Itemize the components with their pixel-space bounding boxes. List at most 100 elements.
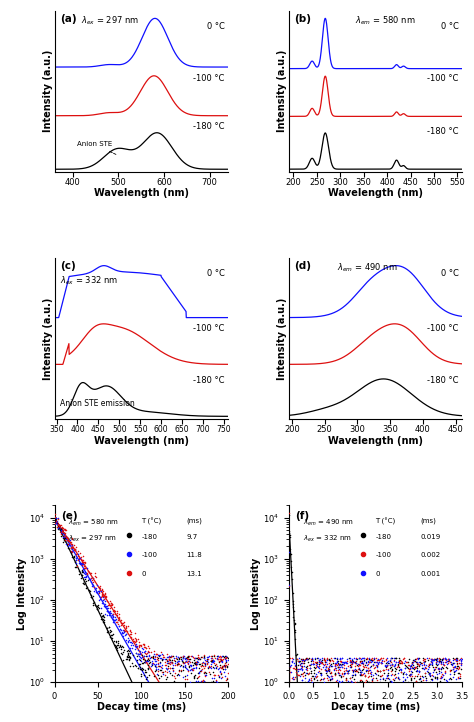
Point xyxy=(117,641,125,653)
Point xyxy=(221,650,228,661)
Point xyxy=(78,558,85,570)
Point xyxy=(69,542,77,554)
Point xyxy=(178,654,186,666)
Point xyxy=(136,639,144,651)
Point xyxy=(210,657,218,669)
Point xyxy=(351,656,358,668)
Point xyxy=(55,521,63,532)
Point xyxy=(115,611,122,622)
Point xyxy=(194,650,202,661)
Text: 13.1: 13.1 xyxy=(186,571,202,577)
Point xyxy=(98,588,105,599)
Point xyxy=(175,664,183,675)
Point xyxy=(452,662,460,674)
Point xyxy=(395,652,402,664)
Point xyxy=(327,652,335,664)
Point xyxy=(455,664,462,675)
Point xyxy=(356,660,364,671)
Point xyxy=(145,653,152,664)
Point xyxy=(286,666,293,678)
Point xyxy=(398,655,405,666)
Text: (c): (c) xyxy=(60,261,75,271)
Point xyxy=(337,656,345,668)
Point xyxy=(154,654,162,666)
Point xyxy=(433,671,441,683)
Point xyxy=(200,656,207,668)
Point xyxy=(184,666,191,677)
Point xyxy=(173,656,181,668)
Point xyxy=(61,525,68,536)
Point xyxy=(294,669,301,681)
Point xyxy=(203,658,210,670)
Point xyxy=(201,657,209,669)
Point xyxy=(288,659,295,671)
Point xyxy=(379,672,387,684)
Point xyxy=(346,656,354,668)
Point xyxy=(71,544,79,555)
Point xyxy=(334,664,342,676)
Point xyxy=(365,656,372,667)
Point xyxy=(331,652,338,664)
Point xyxy=(363,661,370,673)
Point xyxy=(129,635,137,646)
Point xyxy=(428,674,436,685)
Point xyxy=(368,652,376,664)
Point xyxy=(449,663,456,674)
Point xyxy=(113,643,120,654)
Point xyxy=(76,557,84,569)
Point xyxy=(196,653,203,665)
Point xyxy=(54,513,62,525)
Point xyxy=(217,662,225,674)
Point xyxy=(111,614,119,626)
X-axis label: Decay time (ms): Decay time (ms) xyxy=(331,703,420,713)
Point xyxy=(395,667,402,679)
Point xyxy=(106,602,113,614)
Point xyxy=(167,651,175,662)
Point xyxy=(354,658,362,670)
Point xyxy=(342,663,349,674)
Point xyxy=(113,616,121,627)
Point xyxy=(356,666,364,677)
Point xyxy=(122,629,129,640)
Point xyxy=(440,658,447,669)
Point xyxy=(100,589,108,601)
Point xyxy=(188,656,195,668)
Point xyxy=(300,654,308,666)
Point xyxy=(321,658,328,670)
Point xyxy=(205,662,212,674)
Point xyxy=(359,658,366,670)
Point xyxy=(419,674,427,685)
Point xyxy=(215,670,222,682)
Point xyxy=(193,652,201,664)
Point xyxy=(338,656,346,668)
Point xyxy=(199,658,206,669)
Point xyxy=(348,657,356,669)
Point xyxy=(153,661,160,673)
Point xyxy=(123,621,130,632)
Point xyxy=(371,656,378,667)
Point xyxy=(363,656,370,668)
Point xyxy=(324,663,331,674)
Point xyxy=(294,656,302,667)
Point xyxy=(372,668,380,679)
Point xyxy=(342,665,349,677)
Point xyxy=(400,667,407,679)
Point xyxy=(103,627,111,638)
Point xyxy=(185,655,193,666)
Point xyxy=(414,653,422,664)
Point xyxy=(79,569,86,580)
Point xyxy=(436,663,443,674)
Point xyxy=(101,595,109,606)
Point xyxy=(320,671,328,683)
Point xyxy=(198,676,205,687)
Point xyxy=(207,658,215,670)
Point xyxy=(107,607,114,619)
Point xyxy=(134,633,142,645)
Point xyxy=(122,653,129,665)
Point xyxy=(324,665,331,677)
Point xyxy=(308,654,316,666)
Point xyxy=(390,655,398,666)
Point xyxy=(335,661,342,673)
Point xyxy=(75,552,83,564)
Point xyxy=(445,657,452,669)
